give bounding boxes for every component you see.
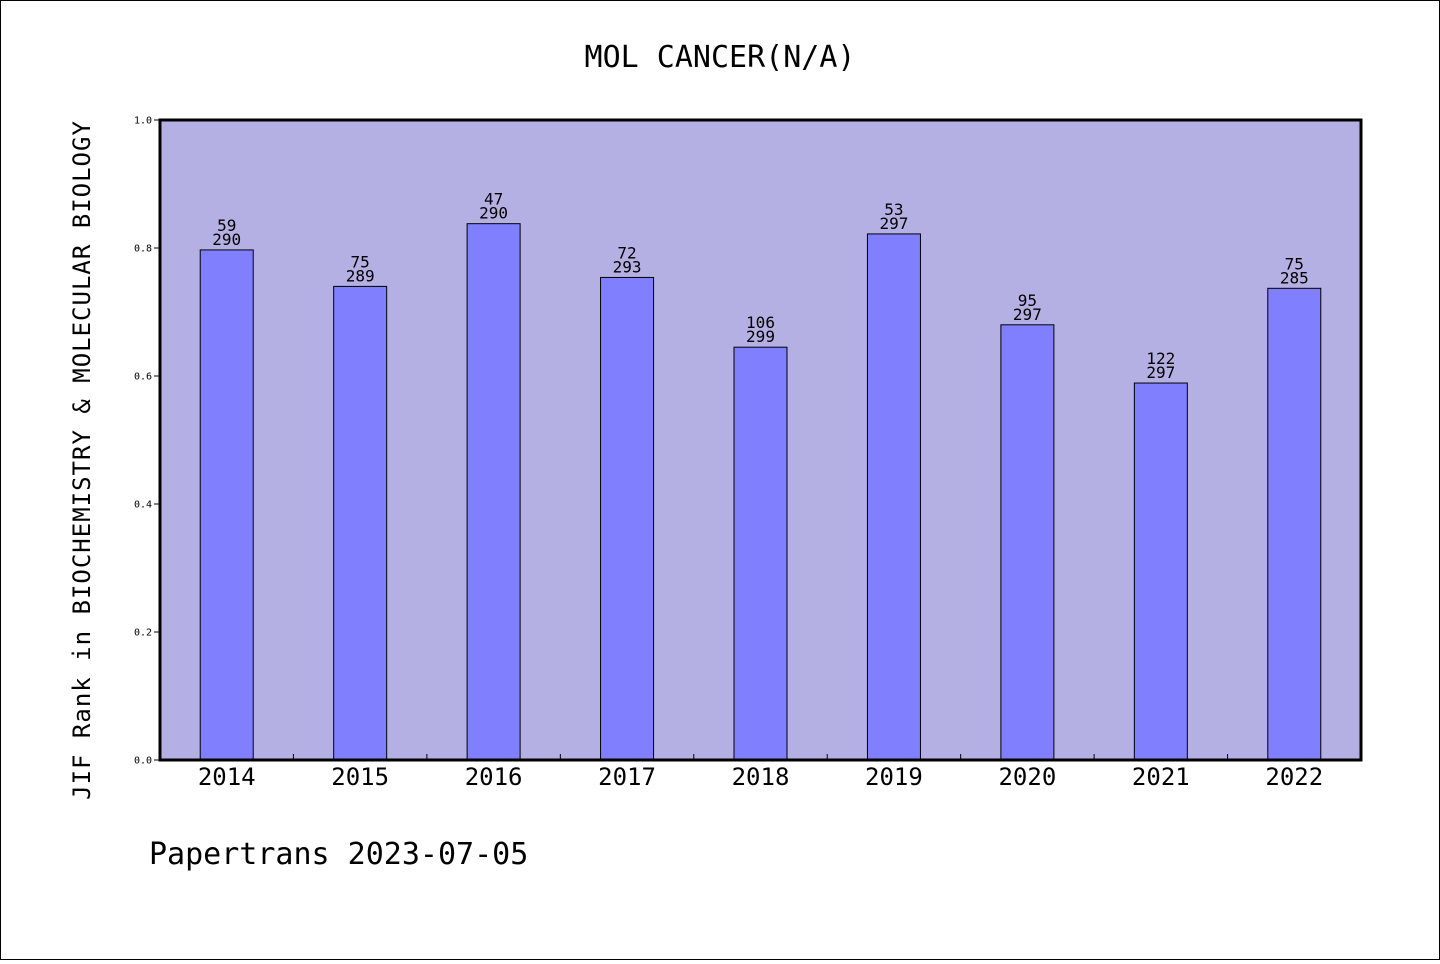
- y-tick-label: 0.8: [134, 244, 152, 255]
- bar-labels-group: 5929075289472907229310629953297952971222…: [212, 190, 1308, 382]
- y-tick-label: 0.0: [134, 756, 152, 767]
- bars-group: [199, 223, 1322, 761]
- bar-total-label: 290: [479, 204, 508, 223]
- bar-rank-label: 59: [217, 216, 236, 235]
- bar-rank-label: 47: [484, 190, 503, 209]
- y-tick-label: 0.6: [134, 372, 152, 383]
- bar-rank-label: 122: [1146, 349, 1175, 368]
- y-tick-label: 1.0: [134, 116, 152, 127]
- bar-total-label: 297: [1146, 363, 1175, 382]
- x-ticks-group: 2014 2015 2016 2017 2018 2019 2020 2021 2022: [198, 754, 1323, 791]
- x-tick-label: 2014: [198, 763, 256, 791]
- chart-title: MOL CANCER(N/A): [585, 40, 856, 75]
- bar-rank-label: 75: [351, 252, 370, 271]
- bar-rank-label: 75: [1285, 254, 1304, 273]
- bar-2020: [1000, 324, 1055, 761]
- bar-rank-label: 106: [746, 313, 775, 332]
- bar-2016: [466, 223, 521, 761]
- bar-total-label: 299: [746, 327, 775, 346]
- bar-2015: [333, 285, 388, 761]
- x-tick-label: 2019: [865, 763, 923, 791]
- bar-2019: [866, 233, 921, 761]
- bar-total-label: 293: [613, 257, 642, 276]
- bar-rank-label: 72: [617, 243, 636, 262]
- bar-total-label: 290: [212, 230, 241, 249]
- x-tick-label: 2017: [598, 763, 656, 791]
- plot-border: [158, 118, 1363, 762]
- x-tick-label: 2020: [998, 763, 1056, 791]
- bar-2022: [1267, 287, 1322, 761]
- bar-total-label: 289: [346, 266, 375, 285]
- bar-2018: [733, 346, 788, 761]
- x-tick-label: 2015: [331, 763, 389, 791]
- bar-rank-label: 95: [1018, 291, 1037, 310]
- bar-total-label: 297: [879, 214, 908, 233]
- y-tick-label: 0.4: [134, 500, 152, 511]
- y-tick-label: 0.2: [134, 628, 152, 639]
- bar-total-label: 285: [1280, 268, 1309, 287]
- x-tick-label: 2022: [1265, 763, 1323, 791]
- y-axis-label: JIF Rank in BIOCHEMISTRY & MOLECULAR BIO…: [68, 120, 96, 800]
- y-ticks-group: 0.0 0.2 0.4 0.6 0.8 1.0: [134, 116, 160, 767]
- x-tick-label: 2021: [1132, 763, 1190, 791]
- footer-text: Papertrans 2023-07-05: [149, 837, 528, 872]
- bar-rank-label: 53: [884, 200, 903, 219]
- x-tick-label: 2016: [465, 763, 523, 791]
- bar-2021: [1133, 382, 1188, 761]
- bar-2014: [199, 249, 254, 761]
- bar-2017: [600, 276, 655, 761]
- bar-total-label: 297: [1013, 305, 1042, 324]
- x-tick-label: 2018: [732, 763, 790, 791]
